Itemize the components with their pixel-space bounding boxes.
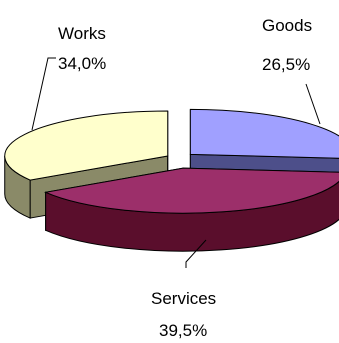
label-services-name: Services	[151, 289, 216, 308]
label-services-pct: 39,5%	[159, 321, 207, 340]
label-works-pct: 34,0%	[58, 54, 106, 73]
leader-line-services	[185, 239, 207, 268]
label-goods-pct: 26,5%	[262, 55, 310, 74]
slice-works	[4, 110, 169, 181]
leader-line-works	[31, 57, 56, 131]
label-works-name: Works	[58, 24, 106, 43]
leader-line-goods	[305, 83, 321, 125]
slice-services	[43, 167, 339, 214]
label-goods-name: Goods	[262, 16, 312, 35]
slice-goods	[189, 108, 339, 159]
pie-slices	[4, 108, 339, 252]
